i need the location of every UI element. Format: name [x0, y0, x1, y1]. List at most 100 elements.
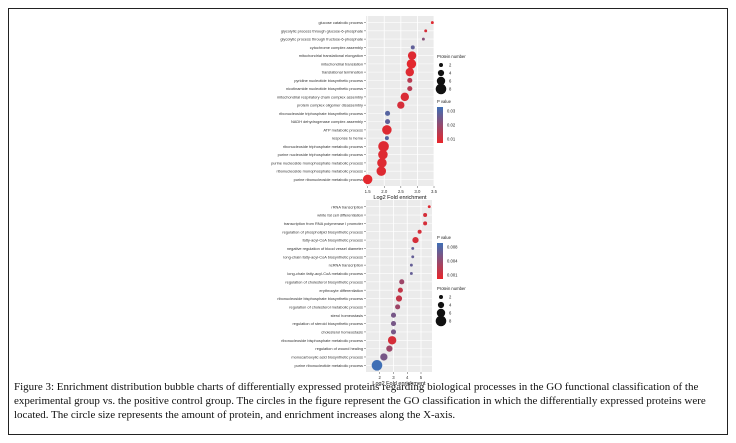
bubble-point [400, 92, 410, 102]
bubble-point [397, 101, 405, 109]
size-legend-dot [437, 69, 445, 77]
size-legend-label: 4 [449, 71, 452, 76]
x-tick-label: 1.5 [365, 189, 372, 194]
color-legend-title: P value [437, 235, 452, 240]
x-tick-label: 2.0 [381, 189, 388, 194]
term-label: erythrocyte differentiation [319, 288, 363, 293]
bubble-point [385, 110, 391, 116]
bubble-point [386, 345, 393, 352]
chart-1: glucose catabolic process glycolytic proc… [271, 16, 466, 201]
term-label: translational termination [322, 70, 363, 75]
term-label: rRNA transcription [331, 204, 363, 209]
bubble-point [395, 295, 403, 302]
term-label: mitochondrial translational elongation [299, 53, 363, 58]
plot-panel [366, 16, 434, 186]
term-label: pyridine nucleotide biosynthetic process [294, 78, 363, 83]
bubble-point [412, 236, 419, 244]
bubble-point [380, 353, 388, 361]
bubble-point [371, 360, 383, 371]
bubble-point [411, 246, 415, 250]
bubble-point [390, 321, 397, 327]
bubble-point [376, 166, 387, 176]
color-legend-label: 0.01 [447, 137, 456, 142]
color-legend-title: P value [437, 99, 452, 104]
term-label: nicotinamide nucleotide biosynthetic pro… [286, 86, 363, 91]
bubble-point [399, 279, 405, 285]
bubble-point [417, 229, 422, 234]
x-tick-label: 4 [406, 375, 409, 380]
x-axis-label: Log2 Fold enrichment [372, 381, 426, 387]
term-label: protein complex oligomer disassembly [297, 103, 363, 108]
term-label: regulation of phospholipid biosynthetic … [282, 229, 363, 234]
size-legend-title: Protein number [437, 286, 466, 291]
bubble-point [430, 21, 434, 25]
color-legend-bar [437, 107, 443, 143]
term-label: mitochondrial translation [321, 61, 363, 66]
bubble-point [424, 29, 428, 33]
term-label: regulation of cholesterol metabolic proc… [289, 304, 363, 309]
term-label: regulation of steroid biosynthetic proce… [292, 321, 363, 326]
term-label: ncRNA transcription [329, 263, 363, 268]
bubble-point [405, 67, 414, 77]
term-label: ribonucleoside monophosphate metabolic p… [276, 169, 363, 174]
bubble-point [406, 59, 417, 69]
size-legend-label: 4 [449, 303, 452, 308]
color-legend-bar [437, 243, 443, 279]
term-label: purine nucleoside triphosphate metabolic… [278, 152, 363, 157]
term-label: cholesterol homeostasis [321, 330, 363, 335]
term-label: long-chain fatty-acyl-CoA biosynthetic p… [283, 254, 363, 259]
term-label: ATP metabolic process [323, 127, 363, 132]
bubble-point [378, 141, 389, 152]
bubble-point [410, 45, 415, 50]
bubble-point [362, 174, 373, 185]
figure-frame [8, 8, 728, 435]
bubble-point [423, 213, 428, 218]
term-label: cytochrome complex assembly [310, 45, 363, 50]
x-tick-label: 3.5 [431, 189, 438, 194]
bubble-point [395, 304, 401, 310]
term-label: transcription from RNA polymerase I prom… [284, 221, 364, 226]
bubble-point [409, 272, 413, 275]
x-axis-label: Log2 Fold enrichment [373, 195, 427, 201]
term-label: ribonucleoside bisphosphate metabolic pr… [281, 338, 363, 343]
bubble-point [385, 119, 391, 125]
caption-label: Figure 3: [14, 381, 55, 393]
term-label: ribonucleoside bisphosphate biosynthetic… [277, 296, 363, 301]
color-legend-label: 0.03 [447, 109, 456, 114]
term-label: negative regulation of blood vessel diam… [287, 246, 364, 251]
term-label: glycolytic process through fructose-6-ph… [280, 37, 363, 42]
bubble-point [390, 312, 397, 318]
bubble-point [397, 287, 403, 293]
chart-2: rRNA transcription white fat cell differe… [277, 200, 466, 387]
size-legend-dot [435, 315, 447, 327]
color-legend-label: 0.001 [447, 273, 458, 278]
x-tick-label: 3.0 [414, 189, 421, 194]
x-tick-label: 3 [392, 375, 395, 380]
color-legend-label: 0.008 [447, 245, 458, 250]
size-legend-label: 8 [449, 319, 452, 324]
bubble-point [377, 158, 387, 168]
figure-caption: Figure 3: Enrichment distribution bubble… [14, 380, 724, 422]
term-label: purine ribonucleoside metabolic process [294, 177, 363, 182]
term-label: purine nucleoside monophosphate metaboli… [271, 160, 363, 165]
size-legend-label: 8 [449, 87, 452, 92]
size-legend-dot [437, 301, 445, 309]
size-legend-dot [439, 295, 443, 299]
term-label: glucose catabolic process [318, 20, 363, 25]
bubble-point [423, 221, 428, 226]
term-label: purine ribonucleotide metabolic process [294, 363, 363, 368]
x-tick-label: 5 [420, 375, 423, 380]
size-legend-dot [436, 76, 446, 86]
term-label: NADH dehydrogenase complex assembly [291, 119, 363, 124]
size-legend-label: 2 [449, 295, 452, 300]
term-label: monocarboxylic acid biosynthetic process [291, 355, 363, 360]
bubble-point [421, 37, 425, 41]
size-legend-label: 6 [449, 79, 452, 84]
bubble-point [378, 149, 388, 160]
color-legend-label: 0.02 [447, 123, 456, 128]
term-label: long-chain fatty-acyl-CoA metabolic proc… [287, 271, 363, 276]
bubble-point [411, 255, 415, 259]
term-label: regulation of wound healing [315, 346, 363, 351]
bubble-point [382, 125, 392, 135]
bubble-point [390, 329, 397, 335]
